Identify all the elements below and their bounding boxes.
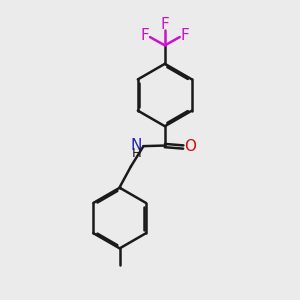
Text: F: F <box>160 17 169 32</box>
Text: F: F <box>140 28 149 43</box>
Text: H: H <box>132 147 142 160</box>
Text: O: O <box>184 139 196 154</box>
Text: N: N <box>130 138 142 153</box>
Text: F: F <box>181 28 189 43</box>
